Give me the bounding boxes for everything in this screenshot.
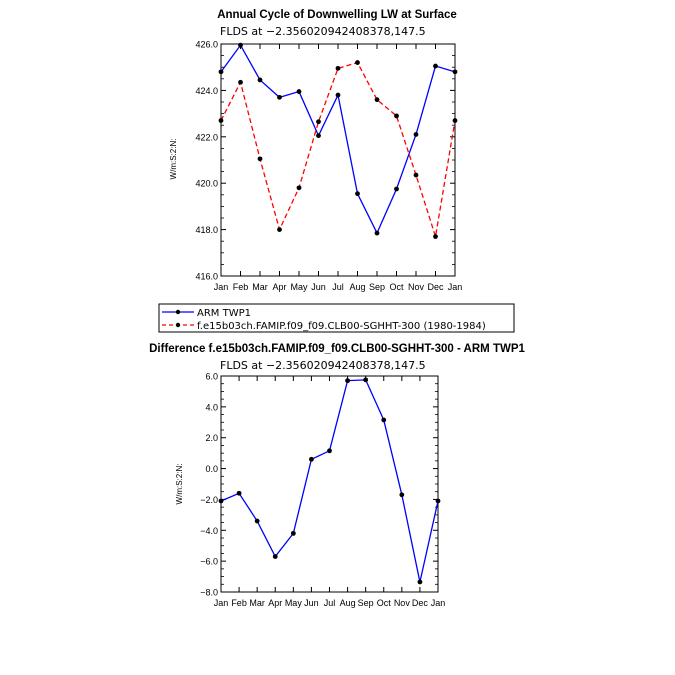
top-series-1-point [413,172,419,178]
top-xtick-label: Mar [252,282,268,292]
top-series-1-point [433,234,438,239]
bottom-series-0-point [435,498,441,504]
top-series-1-point [394,113,399,119]
top-ytick-label: 420.0 [195,179,218,189]
top-xtick-label: Feb [233,282,249,292]
bottom-xtick-label: Jan [431,598,446,608]
top-series-0-point [335,92,341,98]
top-xtick-label: Nov [408,282,425,292]
bottom-xtick-label: Jul [324,598,336,608]
bottom-series-0-point [399,492,405,498]
bottom-series-0-point [327,448,332,454]
top-series-1-point [452,118,458,123]
top-series-1-point [335,65,341,71]
top-series-0-point [452,69,458,75]
top-xtick-label: Jan [214,282,229,292]
top-ytick-label: 416.0 [195,272,218,282]
top-xtick-label: Jul [332,282,344,292]
bottom-series-0-point [309,456,314,462]
top-series-0-point [296,89,302,94]
top-series-0-point [433,63,438,69]
top-series-0-line [220,43,456,235]
bottom-series-0-point [272,554,278,559]
bottom-series-0-point [381,417,387,423]
bottom-chart-title: Difference f.e15b03ch.FAMIP.f09_f09.CLB0… [149,343,525,355]
bottom-xtick-label: Feb [231,598,247,608]
bottom-series-0-point [345,378,350,384]
top-series-0-point [218,69,224,75]
bottom-series-0-point [363,377,369,383]
bottom-chart-subtitle: FLDS at −2.356020942408378,147.5 [220,359,426,372]
top-chart-subtitle: FLDS at −2.356020942408378,147.5 [220,25,426,38]
bottom-series-0-point [417,579,423,585]
bottom-xtick-label: Jun [304,598,319,608]
bottom-chart-ylabel: W/m:S:2:N: [175,464,184,505]
top-chart-ylabel: W/m:S:2:N: [169,139,178,180]
top-xtick-label: Oct [389,282,404,292]
bottom-ytick-label: 2.0 [205,433,218,443]
top-plot-frame [220,43,456,277]
top-series-1-point [355,60,360,65]
bottom-xtick-label: Apr [268,598,282,608]
top-series-0-point [257,77,263,83]
legend-label-model: f.e15b03ch.FAMIP.f09_f09.CLB00-SGHHT-300… [197,321,486,332]
bottom-xtick-label: Sep [358,598,374,608]
top-series-1-point [374,97,380,103]
top-series-0-point [374,230,380,236]
top-series-1-point [257,156,263,162]
top-xtick-label: May [290,282,308,292]
top-ytick-label: 418.0 [195,225,218,235]
top-series-0-point [316,133,321,139]
legend-box [158,303,515,333]
bottom-ytick-label: 6.0 [205,372,218,382]
legend: ARM TWP1 f.e15b03ch.FAMIP.f09_f09.CLB00-… [158,303,515,333]
top-series-0-point [355,191,360,197]
top-series-1-point [277,227,282,233]
top-ytick-label: 426.0 [195,40,218,50]
top-series-1-line [220,61,456,237]
bottom-series-0-point [254,518,260,524]
bottom-ytick-label: −2.0 [200,495,218,505]
top-series-0-point [413,132,419,137]
top-series-0-point [277,94,282,100]
legend-label-arm: ARM TWP1 [197,308,251,319]
top-ytick-label: 422.0 [195,132,218,142]
top-xtick-label: Sep [369,282,385,292]
bottom-ytick-label: −6.0 [200,557,218,567]
top-plot-area: 416.0 418.0 420.0 422.0 424.0 426.0 Jan Feb Mar A… [195,40,462,293]
bottom-xtick-label: May [285,598,303,608]
bottom-xtick-label: Nov [394,598,411,608]
bottom-xtick-label: Jan [214,598,229,608]
bottom-series-0-point [290,530,296,536]
bottom-xtick-label: Dec [412,598,429,608]
bottom-xtick-label: Oct [377,598,392,608]
bottom-series-0-point [236,490,242,496]
top-series-1-point [238,79,243,85]
bottom-plot-frame [220,375,439,593]
top-series-1-point [218,118,224,123]
top-xtick-label: Aug [349,282,365,292]
top-xtick-label: Jan [448,282,463,292]
bottom-ytick-label: 4.0 [205,402,218,412]
bottom-ytick-label: −8.0 [200,588,218,598]
bottom-xtick-label: Aug [340,598,356,608]
top-series-1-point [316,119,321,125]
top-ytick-label: 424.0 [195,86,218,96]
top-xtick-label: Dec [427,282,444,292]
bottom-series-0-line [220,379,439,583]
legend-marker-model [175,322,181,328]
bottom-series-0-point [218,498,224,504]
top-series-0-point [238,42,243,48]
bottom-ytick-label: −4.0 [200,526,218,536]
top-xtick-label: Apr [272,282,286,292]
bottom-xtick-label: Mar [249,598,265,608]
top-series-1-point [296,185,302,191]
top-chart-title: Annual Cycle of Downwelling LW at Surfac… [217,9,457,21]
bottom-ytick-label: 0.0 [205,464,218,474]
legend-marker-arm [175,309,181,315]
top-xtick-label: Jun [311,282,326,292]
top-series-0-point [394,186,399,192]
